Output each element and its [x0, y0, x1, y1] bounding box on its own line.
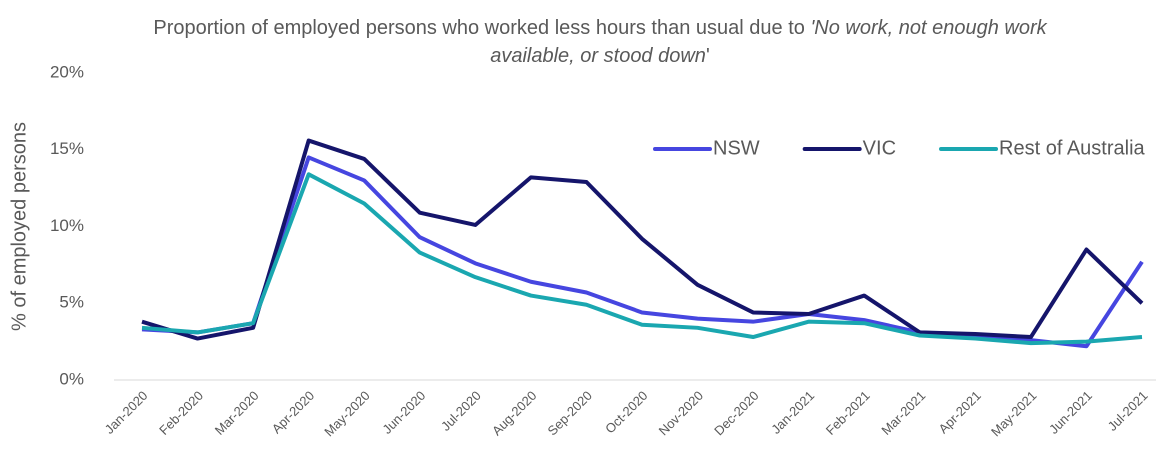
x-tick-label: Feb-2021 [823, 388, 873, 438]
y-tick-label: 20% [50, 62, 84, 81]
series-line [141, 155, 1144, 349]
title-part: ' [705, 45, 710, 67]
y-tick-label: 5% [59, 293, 84, 312]
x-tick-label: Aug-2020 [489, 388, 539, 438]
x-tick-label: Jan-2021 [768, 388, 817, 437]
x-tick-label: Mar-2020 [212, 388, 262, 438]
x-tick-label: Dec-2020 [711, 388, 761, 438]
x-tick-label: Mar-2021 [878, 388, 928, 438]
x-tick-label: Jun-2021 [1046, 388, 1095, 437]
x-tick-label: Jul-2020 [438, 388, 484, 434]
title-part: 'No work, not enough work available, or … [490, 17, 1047, 67]
x-tick-label: Apr-2020 [269, 388, 317, 436]
x-tick-label: May-2021 [988, 388, 1039, 439]
x-tick-label: Jun-2020 [379, 388, 428, 437]
y-axis-label: % of employed persons [8, 122, 30, 331]
series-line [141, 138, 1144, 341]
x-tick-label: May-2020 [321, 388, 372, 439]
x-tick-label: Oct-2020 [602, 388, 650, 436]
x-tick-label: Nov-2020 [656, 388, 706, 438]
series-line [141, 172, 1143, 346]
title-part: Proportion of employed persons who worke… [153, 17, 811, 39]
y-tick-label: 15% [50, 139, 84, 158]
chart-title: Proportion of employed persons who worke… [140, 14, 1060, 70]
x-tick-label: Apr-2021 [935, 388, 983, 436]
legend-label: NSW [713, 137, 760, 159]
x-tick-label: Jan-2020 [102, 388, 151, 437]
y-tick-label: 10% [50, 216, 84, 235]
y-tick-label: 0% [59, 369, 84, 388]
x-tick-label: Feb-2020 [156, 388, 206, 438]
x-tick-label: Jul-2021 [1105, 388, 1151, 434]
x-tick-label: Sep-2020 [545, 388, 595, 438]
legend-label: VIC [863, 137, 896, 159]
legend-label: Rest of Australia [999, 137, 1146, 159]
